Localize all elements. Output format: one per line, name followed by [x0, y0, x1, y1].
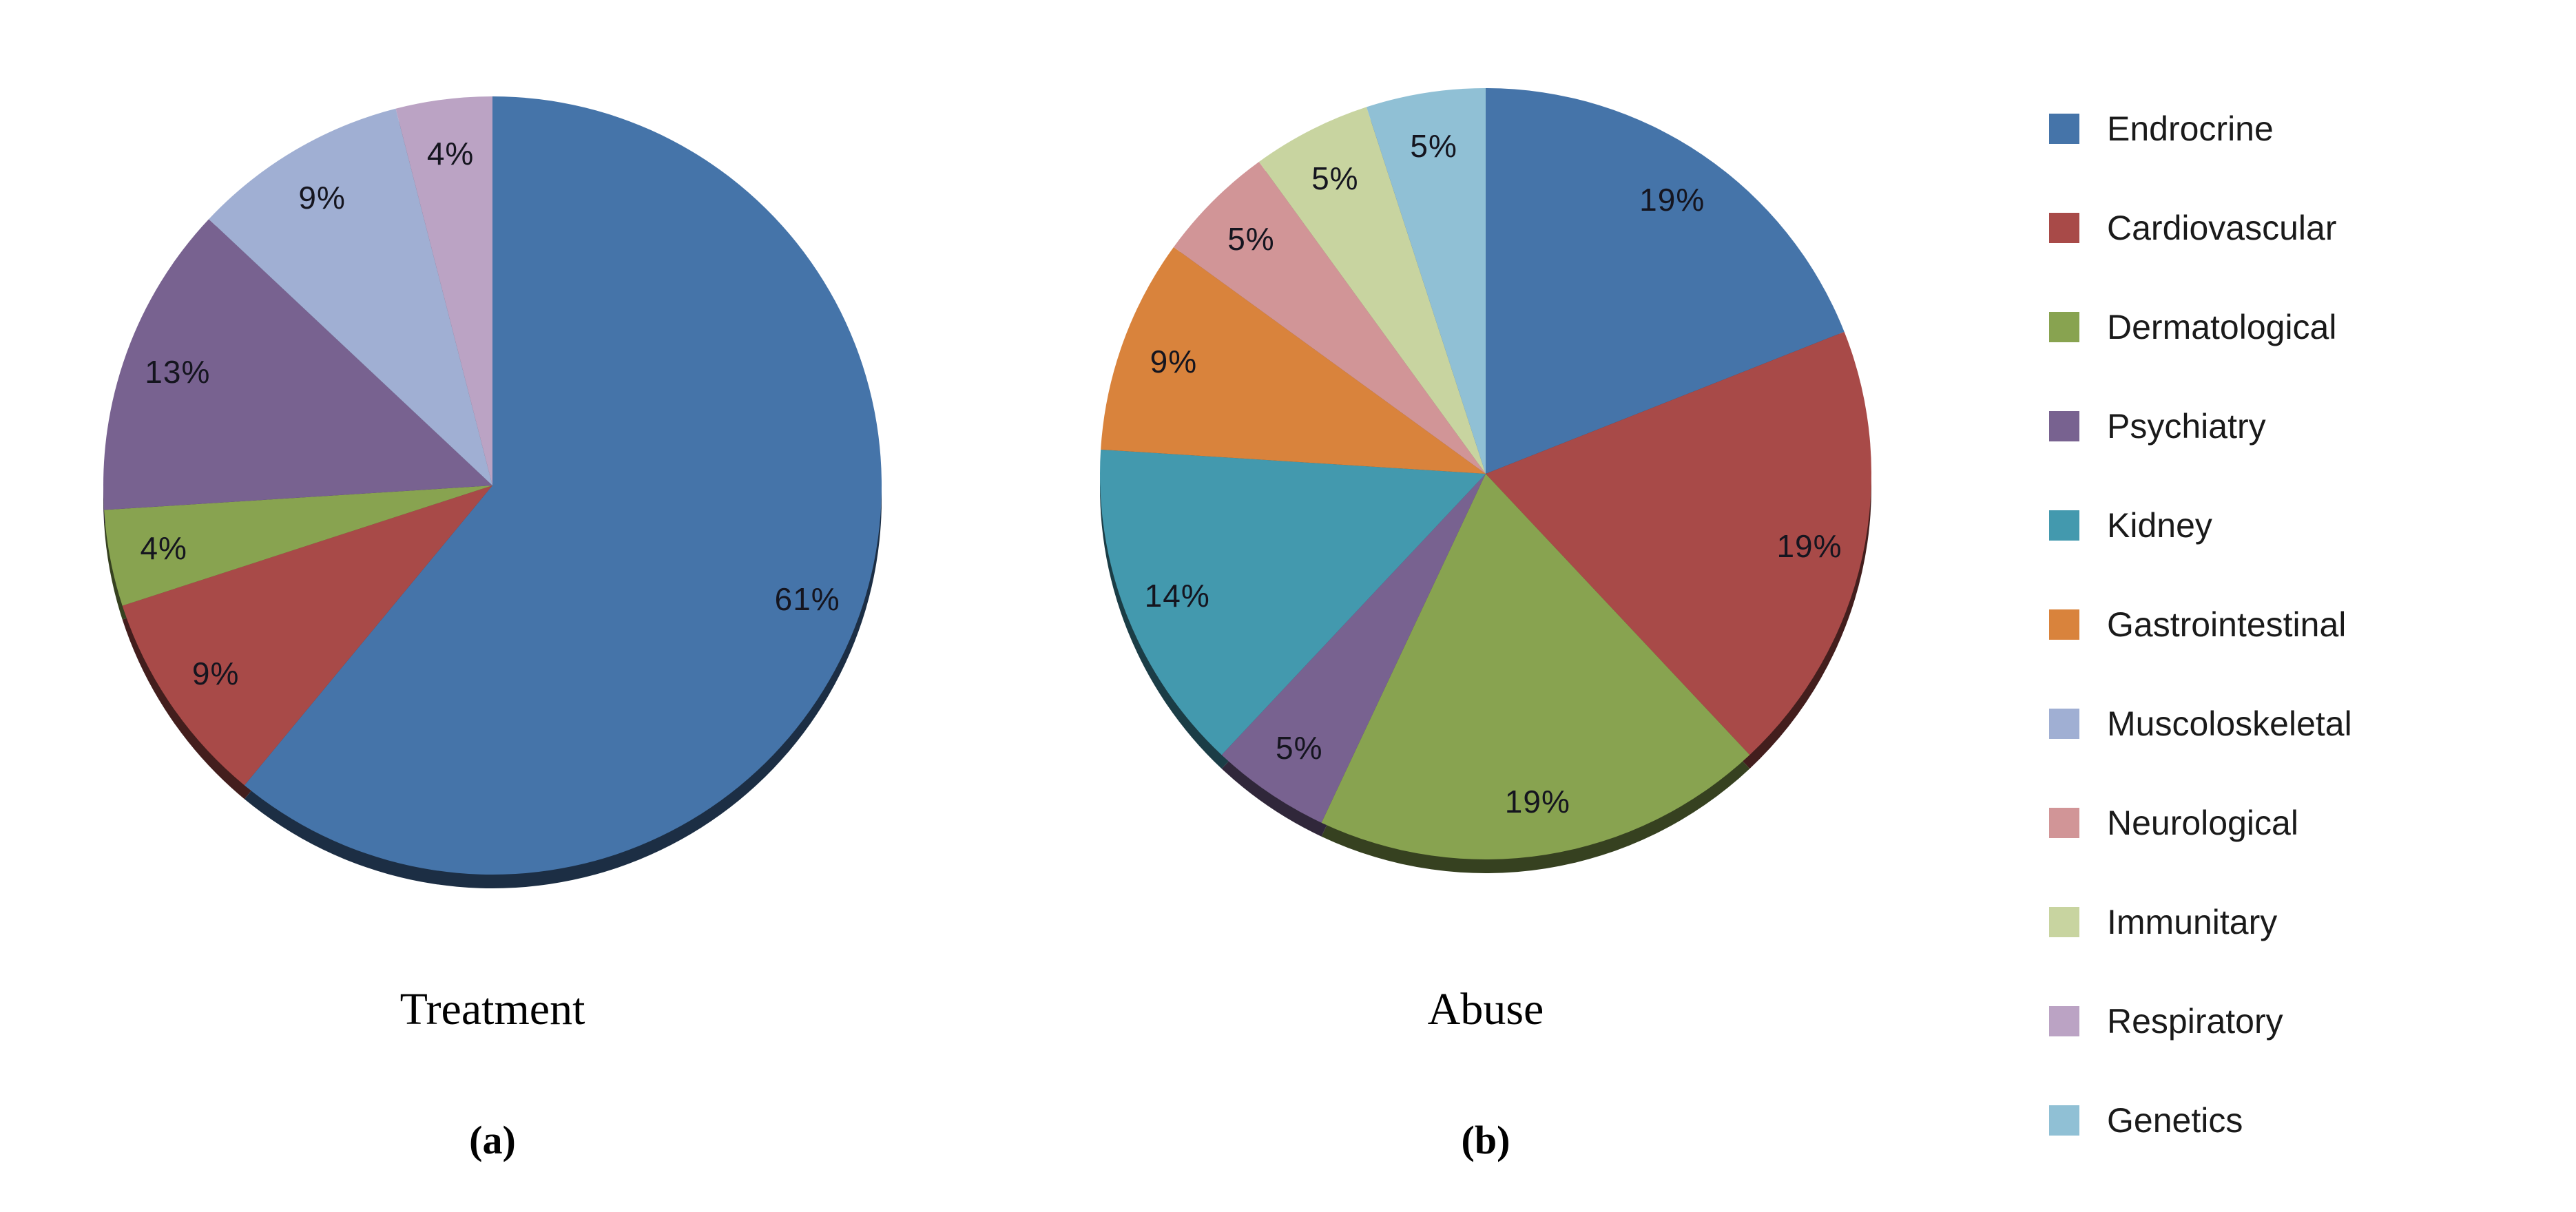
- pie-slice-cardiovascular: [1486, 331, 1871, 755]
- legend-swatch-icon: [2049, 709, 2079, 739]
- legend-item-cardiovascular: Cardiovascular: [2049, 208, 2352, 248]
- legend-swatch-icon: [2049, 510, 2079, 541]
- legend-item-respiratory: Respiratory: [2049, 1001, 2352, 1041]
- legend-swatch-icon: [2049, 213, 2079, 243]
- pie-slice-kidney: [1100, 449, 1486, 755]
- pie-slice-label-dermatological: 4%: [140, 530, 187, 567]
- pie-slice-label-psychiatry: 5%: [1276, 730, 1323, 766]
- legend-swatch-icon: [2049, 1006, 2079, 1036]
- pie-slice-genetics: [1366, 88, 1486, 474]
- pie-chart-abuse: 19% 19% 19% 5% 14% 9% 5% 5% 5%: [1100, 88, 1871, 873]
- legend-label: Cardiovascular: [2107, 209, 2337, 247]
- legend-item-kidney: Kidney: [2049, 505, 2352, 545]
- pie-slice-endrocrine: [244, 96, 882, 875]
- legend-swatch-icon: [2049, 907, 2079, 937]
- pie-slice-label-cardiovascular: 19%: [1776, 528, 1842, 565]
- legend-label: Respiratory: [2107, 1002, 2283, 1041]
- pie-slice-label-endrocrine: 61%: [774, 581, 840, 617]
- pie-slice-dermatological: [104, 485, 493, 606]
- pie-slice-psychiatry: [103, 219, 492, 510]
- pie-slice-label-endrocrine: 19%: [1639, 181, 1705, 218]
- legend-swatch-icon: [2049, 114, 2079, 144]
- pie-svg: [103, 96, 882, 888]
- pie-slice-neurological: [1173, 161, 1486, 474]
- pie-slice-label-kidney: 14%: [1144, 578, 1210, 614]
- pie-slice-label-dermatological: 19%: [1504, 783, 1570, 819]
- pie-slice-endrocrine: [1486, 88, 1845, 474]
- pie-slice-label-gastrointestinal: 9%: [1150, 343, 1198, 379]
- legend-swatch-icon: [2049, 312, 2079, 342]
- pie-title-abuse: Abuse: [1427, 984, 1544, 1034]
- pie-svg: [1100, 88, 1871, 873]
- pie-slice-muscoloskeletal: [209, 108, 492, 485]
- legend-label: Genetics: [2107, 1101, 2243, 1140]
- pie-slice-immunitary: [1258, 107, 1486, 474]
- legend-label: Kidney: [2107, 506, 2212, 545]
- legend-label: Dermatological: [2107, 308, 2337, 346]
- legend-item-muscoloskeletal: Muscoloskeletal: [2049, 704, 2352, 744]
- legend-label: Endrocrine: [2107, 109, 2274, 148]
- pie-chart-treatment: 61% 9% 4% 13% 9% 4%: [103, 96, 882, 888]
- legend-label: Gastrointestinal: [2107, 605, 2347, 644]
- pie-title-treatment: Treatment: [399, 984, 585, 1034]
- legend-label: Muscoloskeletal: [2107, 704, 2352, 743]
- legend: Endrocrine Cardiovascular Dermatological Ps…: [2049, 109, 2352, 1200]
- legend-label: Immunitary: [2107, 903, 2278, 941]
- legend-label: Neurological: [2107, 804, 2298, 842]
- pie-slice-label-respiratory: 4%: [426, 135, 475, 171]
- legend-swatch-icon: [2049, 1105, 2079, 1136]
- legend-item-endrocrine: Endrocrine: [2049, 109, 2352, 149]
- legend-swatch-icon: [2049, 808, 2079, 838]
- pie-slice-gastrointestinal: [1101, 247, 1486, 474]
- legend-item-neurological: Neurological: [2049, 803, 2352, 843]
- pie-slice-cardiovascular: [122, 485, 492, 786]
- pie-slice-label-psychiatry: 13%: [145, 354, 211, 390]
- pie-slice-label-cardiovascular: 9%: [191, 656, 240, 692]
- legend-item-genetics: Genetics: [2049, 1100, 2352, 1140]
- legend-item-gastrointestinal: Gastrointestinal: [2049, 605, 2352, 645]
- pie-slice-label-immunitary: 5%: [1311, 160, 1359, 196]
- pie-slice-dermatological: [1321, 474, 1750, 859]
- legend-item-immunitary: Immunitary: [2049, 902, 2352, 942]
- pie-slice-psychiatry: [1221, 474, 1486, 823]
- legend-swatch-icon: [2049, 411, 2079, 441]
- pie-slice-label-muscoloskeletal: 9%: [298, 179, 346, 216]
- panel-label-b: (b): [1461, 1118, 1510, 1162]
- panel-label-a: (a): [469, 1118, 516, 1162]
- legend-label: Psychiatry: [2107, 407, 2266, 446]
- legend-item-dermatological: Dermatological: [2049, 307, 2352, 347]
- legend-swatch-icon: [2049, 609, 2079, 640]
- pie-slice-respiratory: [395, 96, 492, 485]
- pie-slice-label-genetics: 5%: [1410, 128, 1457, 165]
- pie-slice-label-neurological: 5%: [1227, 221, 1275, 258]
- legend-item-psychiatry: Psychiatry: [2049, 406, 2352, 446]
